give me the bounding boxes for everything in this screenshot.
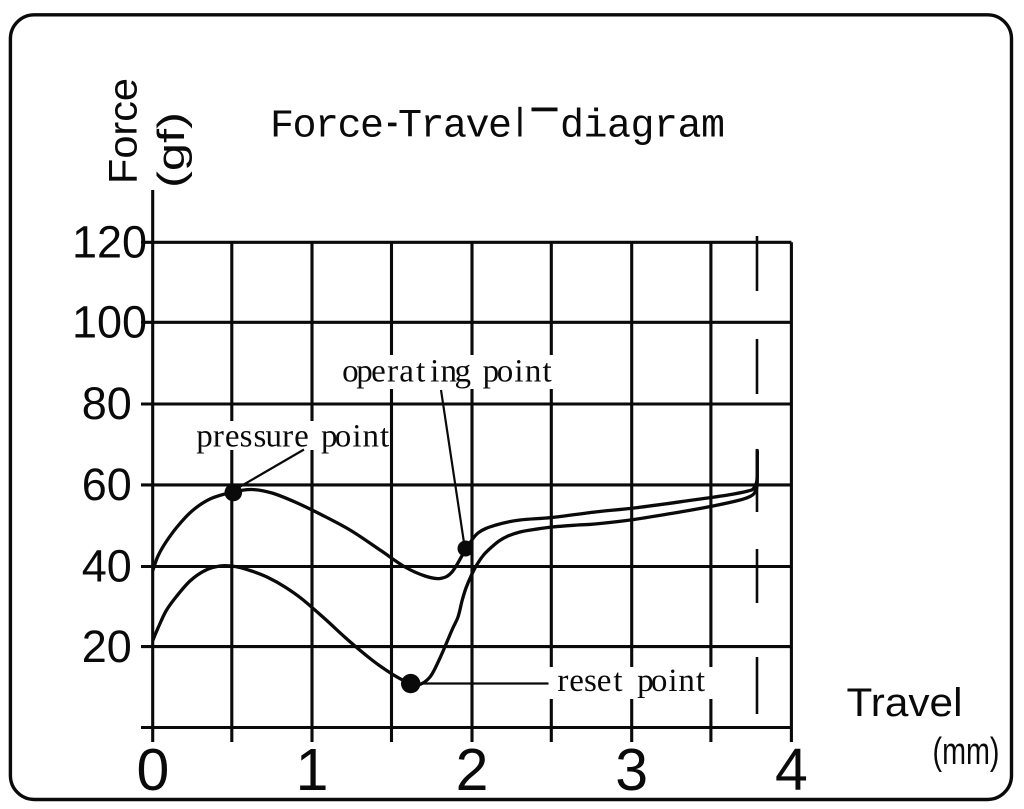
svg-text:40: 40 — [82, 541, 132, 592]
svg-text:operating point: operating point — [342, 354, 552, 390]
svg-text:Force: Force — [270, 105, 383, 150]
svg-text:reset point: reset point — [557, 663, 705, 699]
svg-text:diagram: diagram — [560, 105, 725, 150]
svg-text:3: 3 — [615, 737, 648, 803]
svg-text:(mm): (mm) — [933, 731, 1000, 773]
svg-text:Force: Force — [102, 78, 146, 184]
svg-text:pressure point: pressure point — [196, 419, 389, 455]
svg-text:80: 80 — [82, 378, 132, 429]
svg-text:4: 4 — [775, 737, 808, 803]
svg-text:100: 100 — [72, 297, 147, 348]
svg-text:(gf): (gf) — [151, 112, 193, 188]
svg-text:120: 120 — [72, 217, 147, 268]
svg-text:60: 60 — [82, 459, 132, 510]
svg-text:1: 1 — [296, 737, 329, 803]
svg-text:Travel: Travel — [847, 681, 963, 725]
svg-text:2: 2 — [456, 737, 489, 803]
svg-text:0: 0 — [136, 737, 169, 803]
svg-text:20: 20 — [82, 621, 132, 672]
svg-text:Trave: Trave — [398, 105, 511, 150]
